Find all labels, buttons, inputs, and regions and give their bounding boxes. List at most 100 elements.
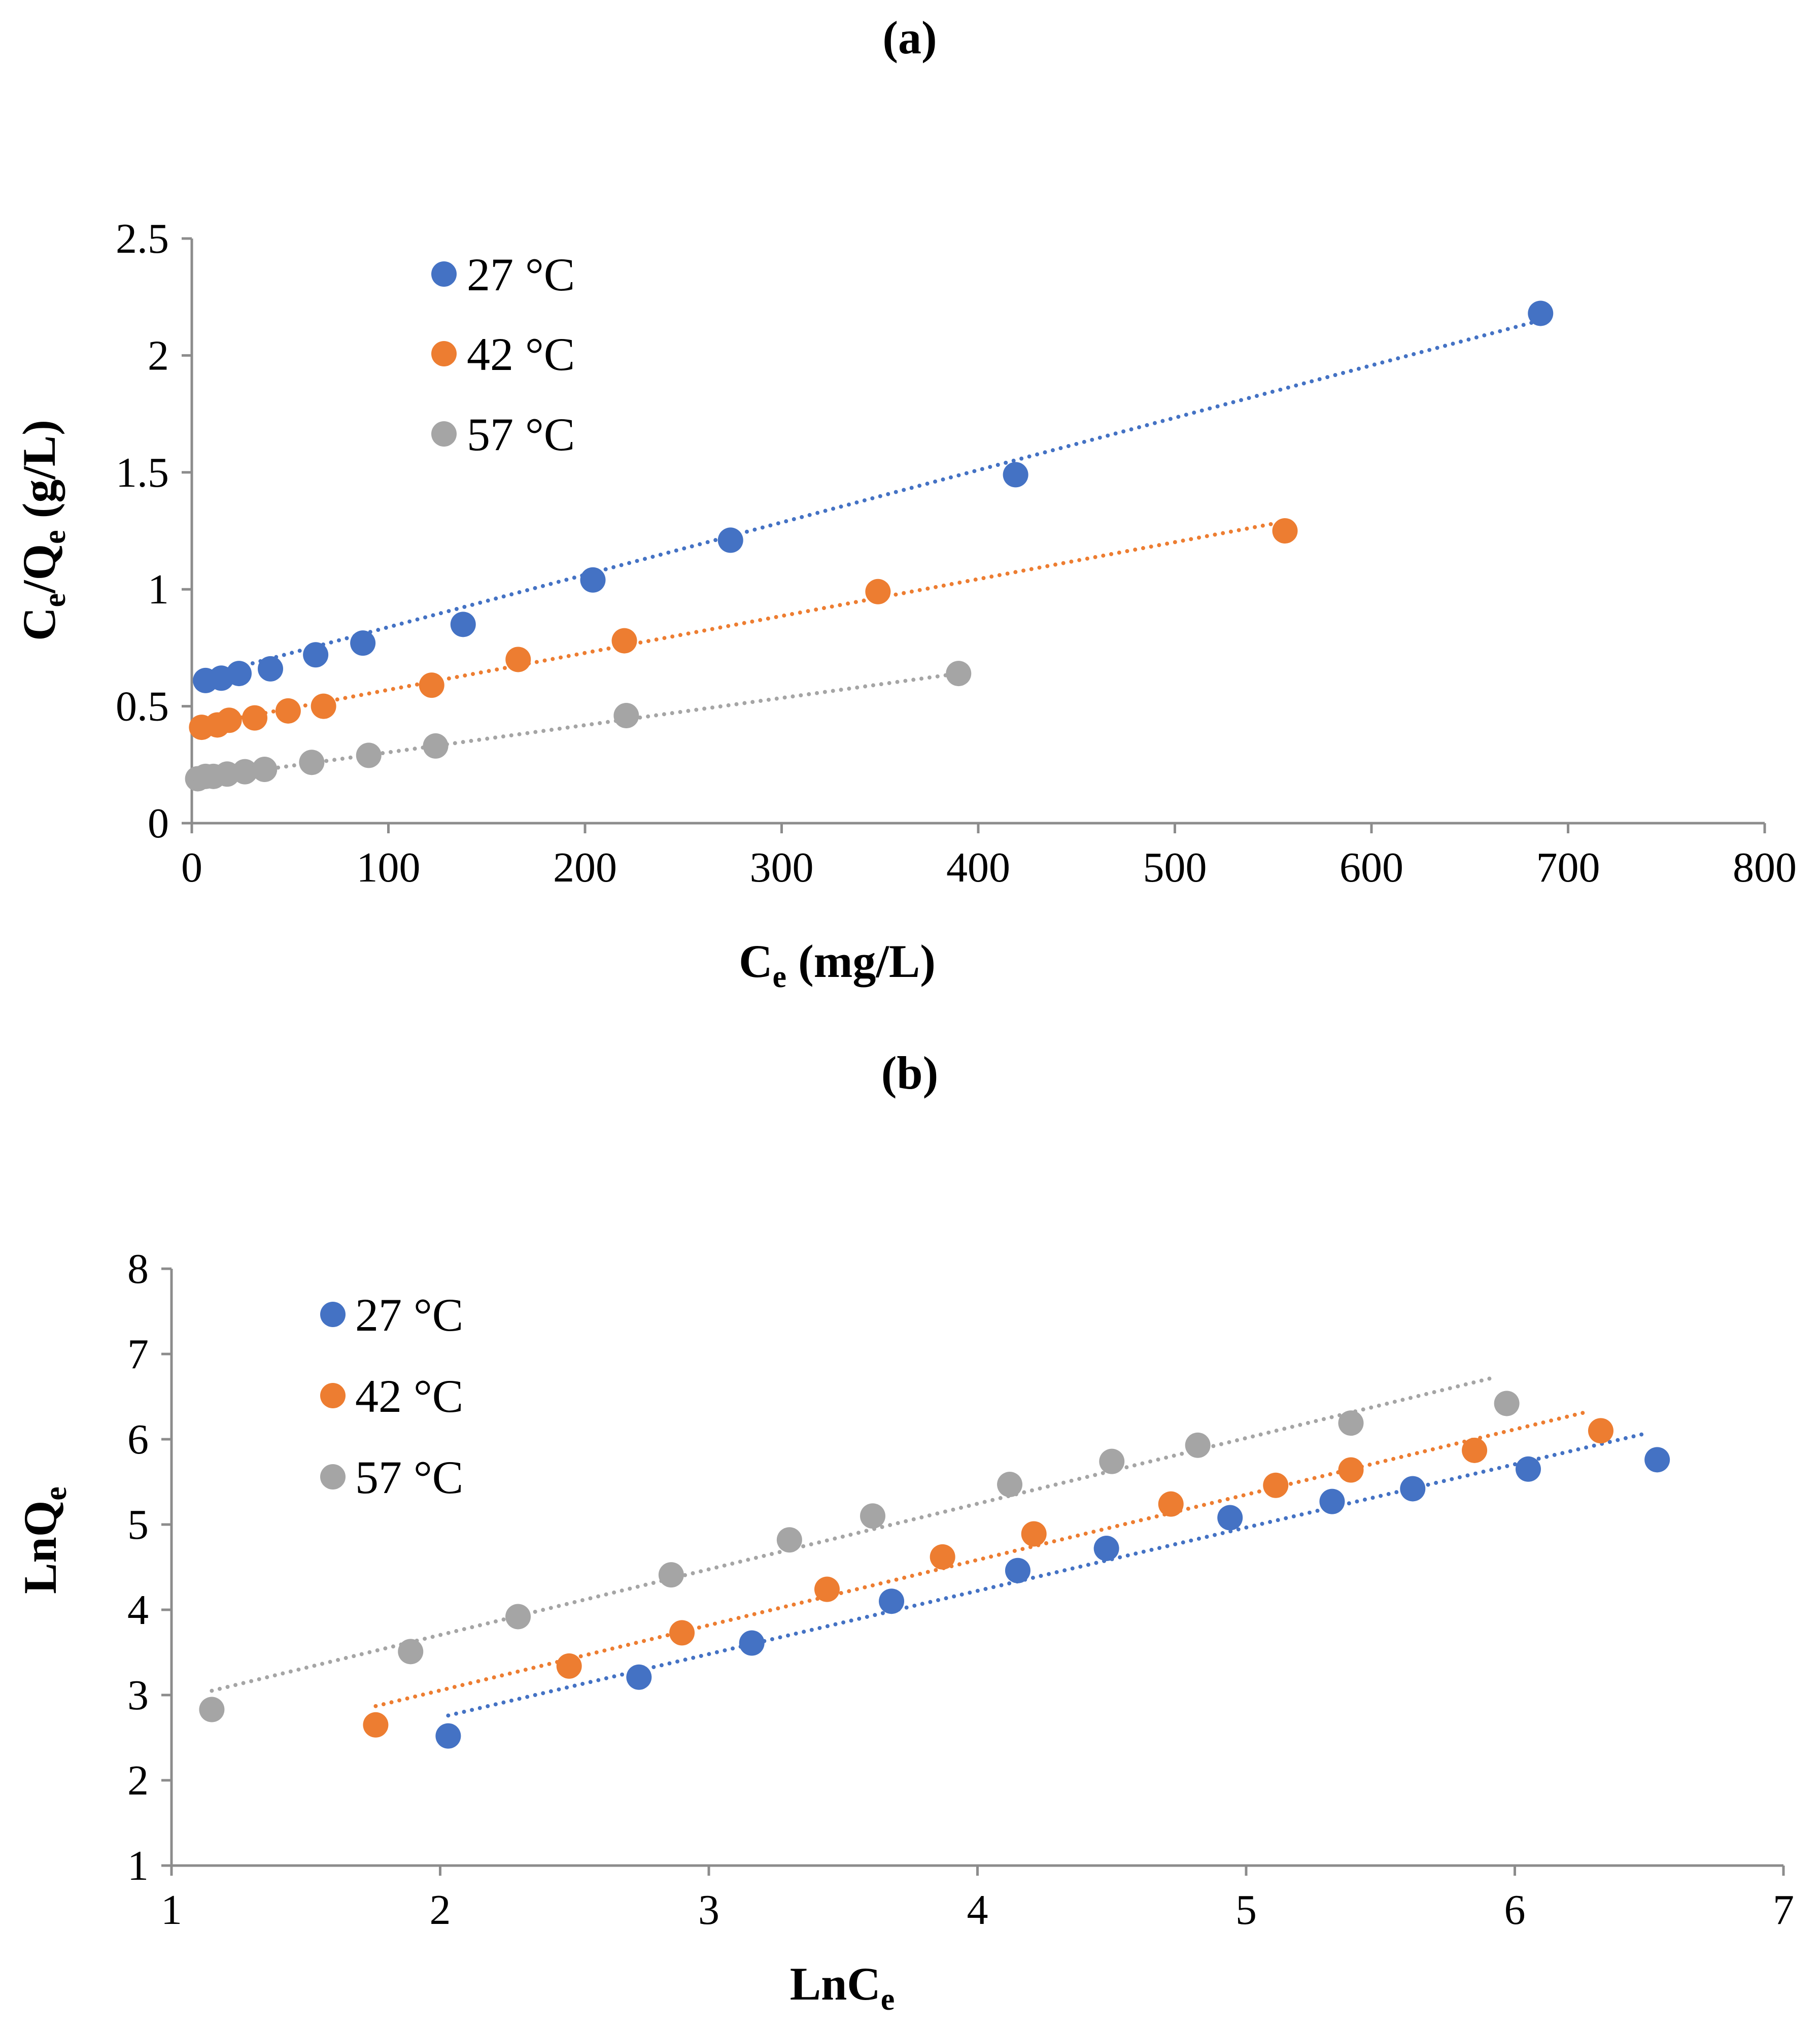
chart-b-point-42-5 — [1021, 1521, 1047, 1547]
chart-b-point-27-6 — [1217, 1505, 1243, 1531]
chart-b-point-27-1 — [626, 1664, 652, 1690]
chart-a-point-27-7 — [580, 567, 606, 593]
chart-b-point-57-8 — [1185, 1432, 1211, 1458]
chart-b-xtick-label-6: 7 — [1773, 1886, 1794, 1934]
chart-b-point-57-6 — [997, 1472, 1023, 1498]
panel-a-label: (a) — [882, 12, 937, 63]
panel-b: (b) 1 2 3 4 5 6 7 8 1 2 3 4 5 6 7 27 °C 42 °C 57 °C Ln… — [14, 1047, 1794, 2017]
chart-a-point-42-6 — [419, 672, 444, 698]
chart-a-ylabel-p1: C — [13, 607, 65, 640]
chart-a-point-27-3 — [258, 656, 283, 682]
chart-a-point-27-6 — [450, 612, 476, 637]
chart-a-xtick-label-6: 600 — [1340, 844, 1403, 891]
chart-a-point-57-10 — [946, 661, 972, 687]
chart-a-point-42-5 — [311, 693, 336, 719]
chart-a-y-axis-title: Ce/Qe (g/L) — [13, 420, 72, 641]
chart-b-xtick-label-1: 2 — [430, 1886, 451, 1934]
legend-a-marker-42 — [431, 341, 457, 366]
chart-b-point-57-3 — [658, 1562, 684, 1588]
chart-a-ytick-label-0: 0 — [148, 800, 169, 847]
chart-a-xtick-label-3: 300 — [750, 844, 814, 891]
chart-a-point-42-10 — [1272, 518, 1298, 544]
chart-a-point-57-7 — [356, 742, 382, 768]
chart-a-ytick-label-1: 0.5 — [116, 683, 169, 730]
chart-b-xtick-label-3: 4 — [967, 1886, 988, 1934]
legend-b-marker-57 — [320, 1464, 346, 1490]
chart-a-point-42-4 — [275, 698, 301, 724]
chart-b-point-42-3 — [814, 1576, 840, 1602]
chart-a-ylabel-p3: (g/L) — [13, 420, 65, 530]
chart-b-point-27-7 — [1319, 1488, 1345, 1514]
chart-a-ylabel-s2: e — [38, 530, 72, 544]
legend-b-label-27: 27 °C — [355, 1289, 463, 1341]
chart-a-point-42-3 — [242, 705, 267, 731]
chart-b-points — [199, 1391, 1670, 1749]
chart-a-xlabel-rest: (mg/L) — [786, 935, 936, 987]
chart-b-xlabel-main: LnC — [790, 1958, 881, 2010]
chart-a-xtick-label-7: 700 — [1536, 844, 1600, 891]
chart-a-point-27-8 — [717, 527, 743, 553]
chart-b-y-axis-title: LnQe — [14, 1486, 73, 1594]
chart-b-point-27-10 — [1644, 1447, 1670, 1473]
chart-a-point-27-2 — [226, 661, 252, 687]
chart-b-ticks: 1 2 3 4 5 6 7 8 1 2 3 4 5 6 7 — [127, 1245, 1794, 1934]
chart-a-xtick-label-0: 0 — [181, 844, 202, 891]
chart-b-point-57-9 — [1338, 1410, 1364, 1436]
chart-b-point-27-9 — [1515, 1456, 1541, 1482]
chart-a-point-27-10 — [1528, 300, 1554, 326]
chart-a-trendline-42 — [199, 519, 1287, 727]
chart-a-ytick-label-3: 1.5 — [116, 449, 169, 496]
chart-b-ytick-label-7: 8 — [127, 1245, 149, 1293]
chart-a-point-27-9 — [1003, 462, 1028, 488]
chart-b-trendline-42 — [373, 1409, 1592, 1708]
legend-a-label-27: 27 °C — [467, 249, 575, 300]
chart-b-point-42-7 — [1263, 1472, 1289, 1498]
legend-b-label-42: 42 °C — [355, 1370, 463, 1422]
chart-b-trendline-57 — [210, 1375, 1498, 1693]
chart-b-point-42-10 — [1588, 1418, 1613, 1444]
legend-b-marker-42 — [320, 1383, 346, 1408]
chart-a-point-57-6 — [299, 750, 325, 775]
chart-b-xtick-label-4: 5 — [1235, 1886, 1257, 1934]
chart-b-x-axis-title: LnCe — [790, 1958, 895, 2017]
chart-b-point-57-10 — [1494, 1391, 1520, 1416]
chart-b-point-27-2 — [739, 1630, 765, 1656]
chart-a-point-42-7 — [505, 647, 531, 672]
chart-a-point-42-2 — [216, 707, 242, 733]
chart-b-point-57-0 — [199, 1697, 225, 1722]
chart-b-ylabel-p1: LnQ — [14, 1501, 66, 1594]
chart-a-xtick-label-4: 400 — [946, 844, 1010, 891]
chart-a-ytick-label-4: 2 — [148, 332, 169, 379]
chart-a-ylabel-s1: e — [38, 593, 72, 607]
chart-a-trendline-27 — [203, 318, 1543, 678]
chart-b-point-42-9 — [1462, 1437, 1488, 1463]
chart-b-ytick-label-5: 6 — [127, 1416, 149, 1463]
chart-b-trendline-27 — [446, 1431, 1649, 1718]
chart-a-ytick-label-2: 1 — [148, 566, 169, 613]
chart-b-point-57-7 — [1099, 1448, 1125, 1474]
panel-a: (a) 0 0.5 1 1.5 2 2.5 0 100 200 300 400 500 600 700 80… — [13, 12, 1797, 994]
chart-b-ytick-label-4: 5 — [127, 1501, 149, 1548]
chart-a-ticks: 0 0.5 1 1.5 2 2.5 0 100 200 300 400 500 600 700 800 — [116, 215, 1797, 891]
chart-a-xtick-label-1: 100 — [357, 844, 421, 891]
chart-a-points — [185, 300, 1554, 792]
chart-b-point-42-8 — [1338, 1457, 1364, 1483]
legend-a-label-57: 57 °C — [467, 409, 575, 460]
chart-b-xtick-label-0: 1 — [161, 1886, 182, 1934]
chart-a-xtick-label-5: 500 — [1143, 844, 1207, 891]
chart-a-point-57-8 — [423, 733, 449, 759]
chart-a-point-27-5 — [350, 630, 376, 656]
chart-b-point-27-4 — [1005, 1558, 1031, 1583]
chart-a-point-27-4 — [303, 642, 329, 668]
chart-a-xlabel-sub: e — [773, 960, 787, 994]
panel-b-label: (b) — [881, 1047, 938, 1099]
chart-b-ytick-label-1: 2 — [127, 1757, 149, 1804]
chart-b-ytick-label-2: 3 — [127, 1672, 149, 1719]
chart-b-ytick-label-0: 1 — [127, 1842, 149, 1889]
chart-a-point-42-8 — [611, 628, 637, 654]
legend-b-label-57: 57 °C — [355, 1451, 463, 1503]
chart-b-point-27-3 — [879, 1588, 905, 1614]
chart-a-legend: 27 °C 42 °C 57 °C — [431, 249, 575, 460]
chart-b-point-42-6 — [1158, 1491, 1184, 1517]
chart-a-trendline-57 — [195, 671, 961, 781]
